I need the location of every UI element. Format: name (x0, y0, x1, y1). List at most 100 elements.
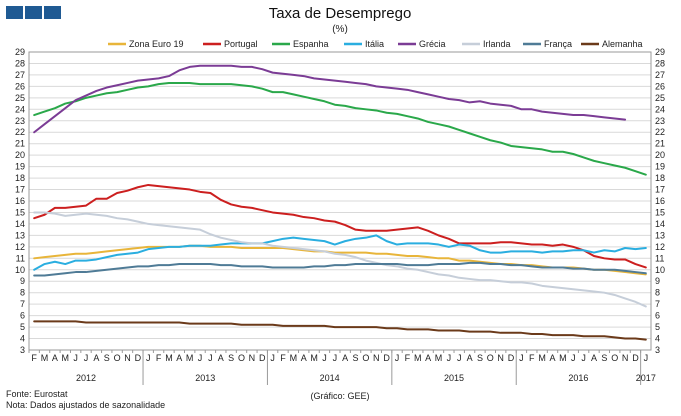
y-tick-label-left: 3 (20, 345, 25, 355)
x-tick-label-month: D (383, 353, 390, 363)
x-tick-label-month: J (208, 353, 213, 363)
y-tick-label-left: 16 (15, 196, 25, 206)
legend-label: Irlanda (483, 39, 511, 49)
chart-credit: (Gráfico: GEE) (310, 391, 369, 401)
y-tick-label-right: 11 (655, 253, 664, 263)
y-tick-label-right: 16 (655, 196, 665, 206)
x-tick-label-month: J (270, 353, 275, 363)
y-tick-label-left: 25 (15, 93, 25, 103)
y-tick-label-right: 25 (655, 93, 665, 103)
x-tick-label-month: J (581, 353, 586, 363)
x-tick-label-month: J (457, 353, 462, 363)
x-tick-label-month: M (559, 353, 567, 363)
x-tick-label-month: J (73, 353, 78, 363)
y-tick-label-left: 15 (15, 207, 25, 217)
x-tick-label-month: O (487, 353, 494, 363)
y-tick-label-left: 17 (15, 185, 25, 195)
x-tick-label-month: A (93, 353, 99, 363)
x-tick-label-month: D (259, 353, 266, 363)
legend-label: França (544, 39, 572, 49)
x-tick-label-month: S (228, 353, 234, 363)
series-line-1 (33, 183, 647, 269)
legend: Zona Euro 19 Portugal Espanha Itália Grécia I… (108, 39, 643, 49)
x-tick-label-month: N (622, 353, 629, 363)
y-tick-label-right: 21 (655, 139, 665, 149)
y-tick-label-left: 10 (15, 265, 25, 275)
x-tick-label-month: J (146, 353, 151, 363)
y-tick-label-right: 27 (655, 70, 665, 80)
x-tick-label-month: M (62, 353, 70, 363)
x-tick-label-month: F (156, 353, 162, 363)
chart-subtitle: (%) (332, 24, 348, 35)
x-tick-label-month: D (508, 353, 515, 363)
x-tick-label-month: S (601, 353, 607, 363)
x-tick-label-month: M (435, 353, 443, 363)
x-tick-label-month: O (114, 353, 121, 363)
y-tick-label-left: 26 (15, 81, 25, 91)
y-tick-label-right: 7 (655, 299, 660, 309)
legend-label: Zona Euro 19 (129, 39, 184, 49)
x-tick-label-month: N (497, 353, 504, 363)
y-tick-label-left: 11 (16, 253, 25, 263)
y-tick-label-left: 18 (15, 173, 25, 183)
y-tick-label-right: 6 (655, 311, 660, 321)
x-tick-label-month: A (176, 353, 182, 363)
x-tick-label-month: M (414, 353, 422, 363)
x-tick-label-month: F (405, 353, 411, 363)
x-tick-label-month: A (342, 353, 348, 363)
logo-block-3 (44, 6, 61, 19)
y-tick-label-right: 5 (655, 322, 660, 332)
source-note: Fonte: Eurostat (6, 389, 68, 399)
x-tick-label-month: F (529, 353, 535, 363)
y-tick-label-left: 7 (20, 299, 25, 309)
y-tick-label-right: 15 (655, 207, 665, 217)
x-tick-label-month: J (322, 353, 327, 363)
y-tick-label-left: 28 (15, 58, 25, 68)
x-year-label: 2017 (636, 373, 656, 383)
y-tick-label-right: 3 (655, 345, 660, 355)
y-tick-label-left: 23 (15, 116, 25, 126)
x-tick-label-month: J (447, 353, 452, 363)
x-tick-label-month: J (198, 353, 203, 363)
y-tick-label-left: 29 (15, 47, 25, 57)
series-line-6 (33, 261, 647, 277)
x-tick-label-month: N (373, 353, 380, 363)
y-tick-label-left: 20 (15, 150, 25, 160)
legend-label: Alemanha (602, 39, 643, 49)
y-tick-label-right: 23 (655, 116, 665, 126)
x-tick-label-month: F (31, 353, 37, 363)
y-tick-label-right: 13 (655, 230, 665, 240)
x-tick-label-month: A (301, 353, 307, 363)
y-tick-label-right: 12 (655, 242, 665, 252)
y-tick-label-left: 6 (20, 311, 25, 321)
x-tick-label-month: M (165, 353, 173, 363)
x-tick-label-month: O (238, 353, 245, 363)
adjustment-note: Nota: Dados ajustados de sazonalidade (6, 400, 165, 410)
y-tick-label-right: 29 (655, 47, 665, 57)
x-year-label: 2012 (76, 373, 96, 383)
y-tick-label-right: 20 (655, 150, 665, 160)
y-tick-label-left: 22 (15, 127, 25, 137)
series-line-4 (33, 64, 627, 134)
x-tick-label-month: O (362, 353, 369, 363)
x-tick-label-month: A (52, 353, 58, 363)
x-tick-label-month: O (611, 353, 618, 363)
x-tick-label-month: M (41, 353, 49, 363)
legend-label: Espanha (293, 39, 329, 49)
x-tick-label-month: M (310, 353, 318, 363)
y-tick-label-right: 24 (655, 104, 665, 114)
y-tick-label-left: 14 (15, 219, 25, 229)
x-tick-label-month: M (538, 353, 546, 363)
x-tick-label-month: D (632, 353, 639, 363)
x-tick-label-month: J (571, 353, 576, 363)
legend-label: Itália (365, 39, 384, 49)
y-tick-label-right: 8 (655, 288, 660, 298)
x-tick-label-month: N (249, 353, 256, 363)
y-tick-label-left: 21 (15, 139, 25, 149)
x-tick-label-month: J (84, 353, 89, 363)
y-tick-label-left: 24 (15, 104, 25, 114)
x-tick-label-month: F (280, 353, 286, 363)
y-tick-label-right: 18 (655, 173, 665, 183)
